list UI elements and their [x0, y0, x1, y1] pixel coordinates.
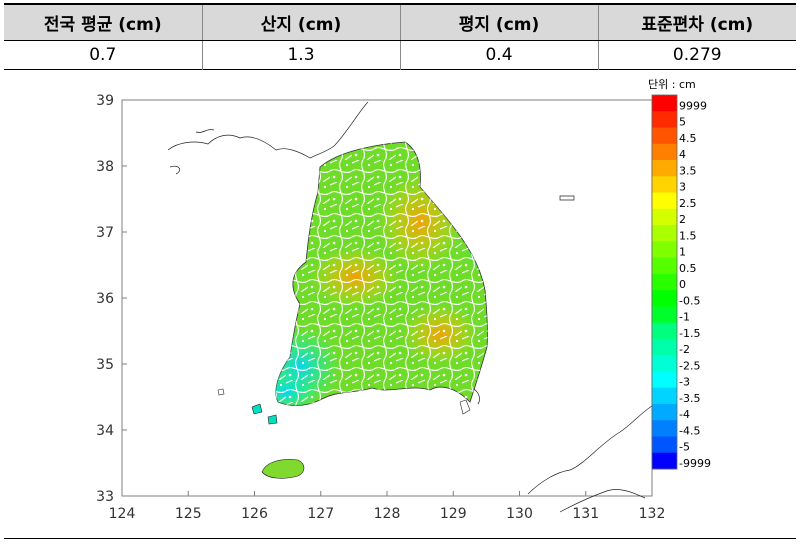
legend-swatch [652, 273, 677, 291]
x-tick-label: 124 [109, 506, 136, 522]
legend-label: -2 [679, 343, 690, 356]
y-tick-label: 36 [96, 291, 114, 307]
statistics-table: 전국 평균 (cm) 산지 (cm) 평지 (cm) 표준편차 (cm) 0.7… [4, 3, 796, 70]
legend-swatch [652, 436, 677, 454]
y-tick-label: 37 [96, 225, 114, 241]
legend-label: 3 [679, 181, 686, 194]
neighbor-coastlines [167, 101, 653, 513]
legend-swatch [652, 176, 677, 193]
value-national-average: 0.7 [89, 45, 117, 65]
legend-swatch [652, 306, 677, 324]
y-tick-label: 35 [96, 357, 114, 373]
value-plain: 0.4 [399, 40, 598, 70]
y-tick-label: 34 [96, 423, 114, 439]
legend-swatch [652, 355, 677, 372]
legend-swatch [652, 111, 677, 128]
legend-label: -3 [679, 376, 690, 389]
x-tick-label: 131 [572, 506, 599, 522]
legend-swatch [652, 387, 677, 405]
legend-swatch [652, 208, 677, 226]
legend-label: 5 [679, 116, 686, 129]
map-figure: 124 125 126 127 128 129 130 131 132 393837363534… [96, 78, 711, 522]
x-tick-label: 129 [440, 506, 467, 522]
legend-label: 0.5 [679, 262, 697, 275]
y-tick-label: 38 [96, 159, 114, 175]
legend-swatch [652, 403, 677, 421]
header-national-average: 전국 평균 (cm) [4, 4, 202, 41]
statistics-header-row: 전국 평균 (cm) 산지 (cm) 평지 (cm) 표준편차 (cm) [4, 4, 796, 41]
legend-swatch [652, 257, 677, 275]
legend-label: 0 [679, 278, 686, 291]
legend-swatch [652, 420, 677, 437]
legend-border [651, 94, 678, 470]
color-legend: 단위 : cm 9999 5 4.5 4 3.5 3 2.5 2 1.5 1 0.5 0 -0.5 -1 -… [648, 78, 711, 470]
legend-label: -0.5 [679, 294, 700, 307]
value-std-dev: 0.279 [597, 40, 796, 70]
legend-label: 1.5 [679, 229, 697, 242]
legend-label: 4 [679, 148, 686, 161]
header-std-dev: 표준편차 (cm) [597, 4, 796, 41]
x-tick-label: 125 [175, 506, 202, 522]
legend-label: -4 [679, 408, 690, 421]
x-tick-label: 128 [374, 506, 401, 522]
legend-swatch [652, 322, 677, 340]
legend-swatch [652, 127, 677, 145]
x-axis-ticks: 124 125 126 127 128 129 130 131 132 [109, 491, 666, 522]
x-tick-label: 127 [307, 506, 334, 522]
legend-label: -4.5 [679, 424, 700, 437]
value-mountain: 1.3 [201, 40, 400, 70]
legend-label: 2 [679, 213, 686, 226]
legend-label: 3.5 [679, 164, 697, 177]
legend-label: 9999 [679, 99, 707, 112]
header-plain: 평지 (cm) [399, 4, 598, 41]
header-mountain: 산지 (cm) [201, 4, 400, 41]
legend-swatch [652, 338, 677, 356]
y-tick-label: 33 [96, 489, 114, 505]
statistics-value-row: 0.7 1.3 0.4 0.279 [4, 40, 796, 70]
islands [217, 388, 471, 479]
y-axis-ticks: 39 38 37 36 35 34 33 [96, 93, 127, 505]
legend-swatch [652, 452, 677, 470]
bottom-rule [4, 538, 796, 539]
legend-swatch [652, 160, 677, 177]
x-tick-label: 132 [639, 506, 666, 522]
legend-swatch [652, 241, 677, 259]
y-tick-label: 39 [96, 93, 114, 109]
legend-swatch [652, 192, 677, 210]
legend-swatch [652, 371, 677, 389]
legend-label: -9999 [679, 457, 711, 470]
legend-swatch [652, 143, 677, 161]
legend-label: -3.5 [679, 392, 700, 405]
x-tick-label: 126 [241, 506, 268, 522]
legend-swatch [652, 225, 677, 242]
legend-swatch [652, 290, 677, 307]
legend-label: -2.5 [679, 359, 700, 372]
legend-label: -1 [679, 311, 690, 324]
legend-label: 4.5 [679, 132, 697, 145]
legend-label: 2.5 [679, 197, 697, 210]
legend-label: 1 [679, 246, 686, 259]
legend-unit: 단위 : cm [648, 78, 696, 91]
legend-label: -5 [679, 441, 690, 454]
legend-swatch [652, 95, 677, 112]
legend-label: -1.5 [679, 327, 700, 340]
x-tick-label: 130 [506, 506, 533, 522]
